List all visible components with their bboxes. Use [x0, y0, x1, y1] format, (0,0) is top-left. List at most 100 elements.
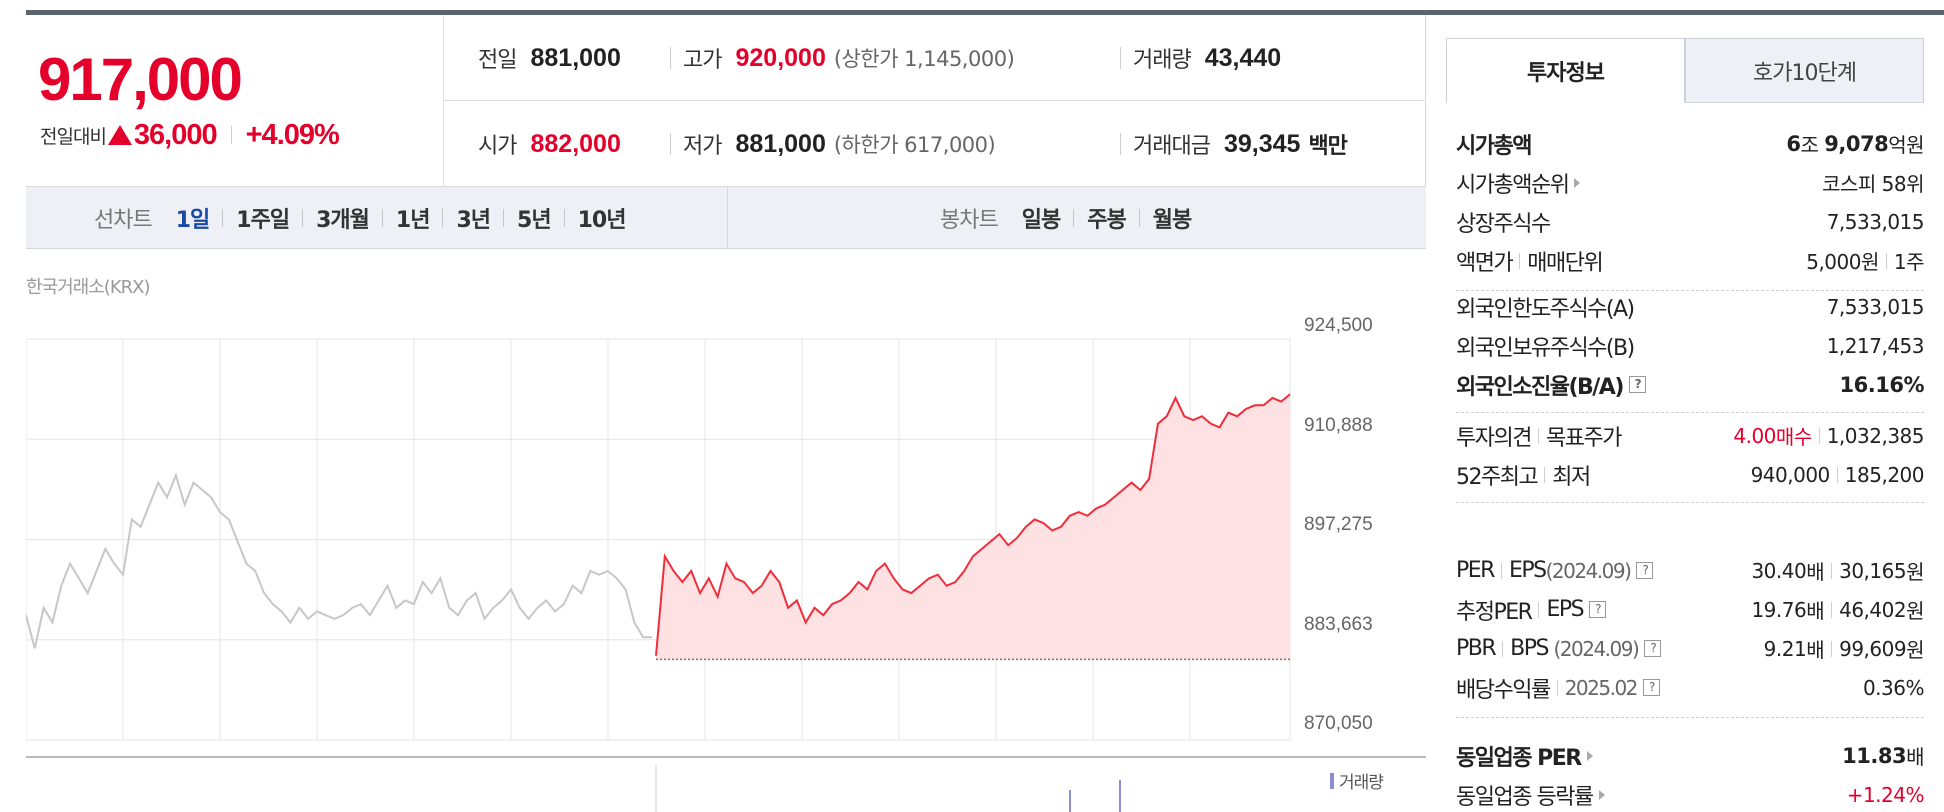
y-tick-label: 910,888	[1304, 415, 1373, 436]
section-valuation: PER EPS (2024.09)? 30.40 배 30,165 원 추정PER EPS?…	[1456, 541, 1925, 718]
divider	[1885, 252, 1887, 269]
period-4[interactable]: 3년	[456, 208, 491, 233]
high-label: 고가	[683, 48, 722, 73]
foreign-hold-value: 1,217,453	[1826, 333, 1925, 358]
change-line: 전일대비 36,000 +4.09%	[40, 115, 340, 155]
y-tick-label: 883,663	[1304, 614, 1373, 635]
row-foreign-hold: 외국인보유주식수(B) 1,217,453	[1456, 326, 1925, 365]
target-price: 1,032,385	[1826, 423, 1925, 448]
divider	[222, 209, 224, 227]
est-per-label-group: 추정PER EPS?	[1456, 594, 1607, 626]
market-cap-rank-link[interactable]: 시가총액순위	[1456, 167, 1581, 199]
52week-high-label: 52주최고	[1456, 464, 1539, 490]
tab-invest-info[interactable]: 투자정보	[1446, 38, 1685, 103]
y-tick-label: 870,050	[1304, 713, 1373, 734]
period-1[interactable]: 1주일	[236, 208, 290, 233]
period-5[interactable]: 5년	[517, 208, 552, 233]
eps-label: EPS	[1508, 558, 1547, 583]
low-price: 저가 881,000 (하한가 617,000)	[670, 101, 996, 187]
help-icon[interactable]: ?	[1644, 640, 1662, 657]
section-sector: 동일업종 PER 11.83 배 동일업종 등락률 +1.24%	[1456, 734, 1925, 812]
row-52week: 52주최고 최저 940,000 185,200	[1456, 455, 1925, 494]
tab-order-book[interactable]: 호가10단계	[1685, 38, 1924, 103]
foreign-hold-label: 외국인보유주식수(B)	[1456, 335, 1635, 361]
low-label: 저가	[683, 134, 722, 159]
row-opinion: 투자의견 목표주가 4.00 매수 1,032,385	[1456, 416, 1925, 455]
help-icon[interactable]: ?	[1589, 601, 1607, 618]
help-icon[interactable]: ?	[1636, 562, 1654, 579]
chart-canvas[interactable]	[26, 320, 1426, 812]
line-chart-periods: 선차트 1일 1주일 3개월 1년 3년 5년 10년	[26, 187, 728, 249]
volume-value: 43,440	[1204, 43, 1282, 72]
divider	[230, 126, 232, 144]
volume-legend-label: 거래량	[1339, 773, 1384, 793]
face-value: 5,000원	[1806, 250, 1879, 274]
divider	[1544, 466, 1546, 483]
per-label: PER	[1456, 558, 1495, 583]
divider	[1073, 209, 1075, 227]
dividend-label: 배당수익률	[1456, 677, 1551, 703]
exchange-label: 한국거래소(KRX)	[26, 277, 150, 298]
quote-stats: 전일 881,000 고가 920,000 (상한가 1,145,000) 거래…	[444, 15, 1426, 187]
caret-right-icon	[1574, 177, 1581, 188]
open-price: 시가 882,000	[478, 101, 621, 187]
row-est-per: 추정PER EPS? 19.76 배 46,402 원	[1456, 590, 1924, 629]
per-unit: 배	[1806, 560, 1825, 584]
pbr-label: PBR	[1456, 636, 1497, 661]
sector-per-link[interactable]: 동일업종 PER	[1456, 740, 1593, 772]
high-value: 920,000	[735, 43, 826, 72]
period-2[interactable]: 3개월	[316, 208, 370, 233]
divider	[1537, 427, 1539, 444]
today-series-area	[656, 394, 1290, 660]
prev-day-series-line	[26, 472, 652, 649]
candle-period-2[interactable]: 월봉	[1152, 208, 1192, 233]
sector-per-group: 11.83 배	[1842, 741, 1924, 770]
period-3[interactable]: 1년	[395, 208, 431, 233]
help-icon[interactable]: ?	[1628, 376, 1646, 393]
info-tabs: 투자정보 호가10단계	[1446, 38, 1924, 103]
market-cap-eok: 9,078	[1824, 131, 1889, 156]
amount-unit: 백만	[1308, 134, 1347, 159]
main-quote-panel: 917,000 전일대비 36,000 +4.09% 전일 881,000 고가…	[26, 15, 1426, 812]
est-eps-value: 46,402	[1839, 597, 1907, 622]
eps-unit: 원	[1906, 560, 1924, 584]
opinion-label-group: 투자의견 목표주가	[1456, 420, 1622, 452]
divider	[1538, 601, 1540, 618]
stats-row-1: 전일 881,000 고가 920,000 (상한가 1,145,000) 거래…	[444, 15, 1426, 101]
caret-right-icon	[1586, 750, 1593, 761]
top-accent-bar	[26, 10, 1944, 15]
trade-unit-label: 매매단위	[1527, 250, 1603, 276]
quote-summary: 917,000 전일대비 36,000 +4.09% 전일 881,000 고가…	[26, 15, 1426, 187]
candle-period-0[interactable]: 일봉	[1021, 208, 1061, 233]
52week-label-group: 52주최고 최저	[1456, 459, 1591, 491]
amount-label: 거래대금	[1133, 134, 1211, 159]
caret-right-icon	[1598, 789, 1605, 800]
52week-group: 940,000 185,200	[1751, 462, 1925, 487]
divider	[1519, 252, 1521, 269]
period-6[interactable]: 10년	[577, 208, 627, 233]
divider	[1831, 601, 1833, 618]
row-listed-shares: 상장주식수 7,533,015	[1456, 202, 1925, 241]
help-icon[interactable]: ?	[1642, 679, 1660, 696]
upper-limit: (상한가 1,145,000)	[833, 47, 1015, 71]
divider	[381, 209, 383, 227]
intraday-chart[interactable]: 924,500 910,888 897,275 883,663 870,050 거래량	[26, 315, 1426, 812]
pbr-date: (2024.09)	[1553, 636, 1639, 661]
per-date: (2024.09)	[1545, 558, 1632, 583]
period-0[interactable]: 1일	[175, 208, 211, 233]
divider	[1831, 562, 1833, 579]
target-label: 목표주가	[1545, 425, 1622, 451]
52week-low: 185,200	[1844, 462, 1925, 487]
market-cap-rank-label: 시가총액순위	[1456, 172, 1570, 198]
opinion-text: 매수	[1775, 425, 1812, 449]
today-series-line	[655, 393, 1291, 656]
candle-period-1[interactable]: 주봉	[1087, 208, 1126, 233]
bps-unit: 원	[1906, 638, 1924, 662]
market-cap-jo: 6	[1786, 131, 1801, 156]
sector-change-link[interactable]: 동일업종 등락률	[1456, 779, 1605, 811]
est-per-group: 19.76 배 46,402 원	[1751, 595, 1924, 624]
dividend-label-group: 배당수익률 2025.02?	[1456, 672, 1660, 704]
row-market-cap-rank: 시가총액순위 코스피 58위	[1456, 163, 1924, 202]
